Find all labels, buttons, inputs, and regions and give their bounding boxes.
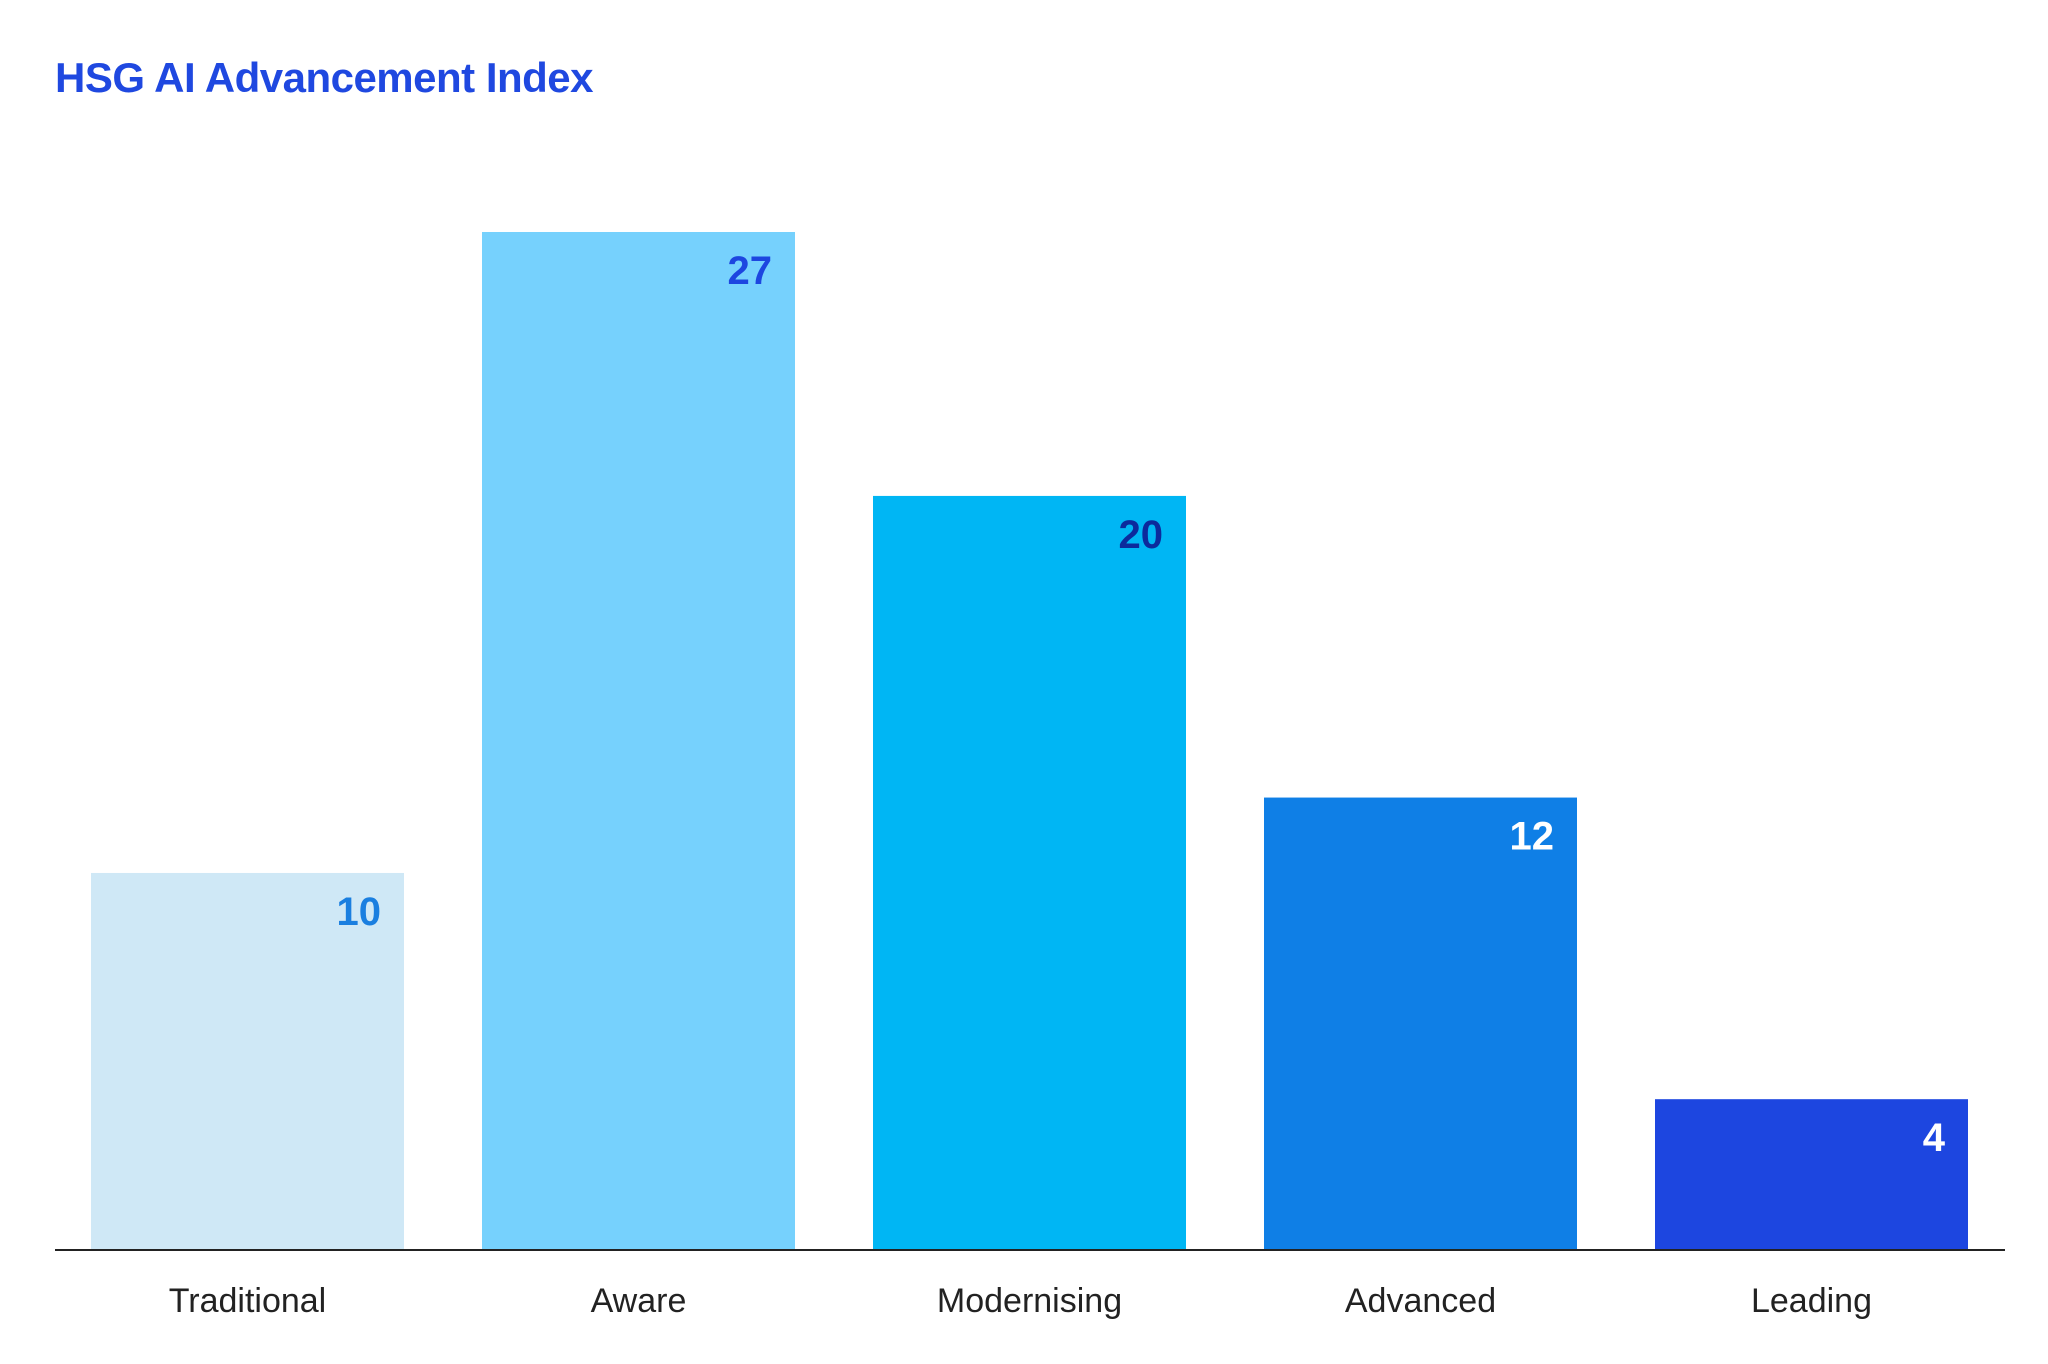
bars-group <box>91 232 1968 1251</box>
bar-leading <box>1655 1099 1968 1250</box>
value-label-advanced: 12 <box>1510 815 1555 859</box>
value-label-traditional: 10 <box>337 890 382 934</box>
category-label-traditional: Traditional <box>169 1282 326 1320</box>
category-label-modernising: Modernising <box>937 1282 1122 1320</box>
bar-traditional <box>91 872 404 1250</box>
value-label-leading: 4 <box>1923 1116 1946 1160</box>
bar-aware <box>482 232 795 1250</box>
labels-group: 10 Traditional 27 Aware 20 Modernising 12 Advan… <box>169 249 1946 1320</box>
category-label-leading: Leading <box>1751 1282 1872 1320</box>
bar-modernising <box>873 495 1186 1251</box>
value-label-aware: 27 <box>728 249 773 293</box>
value-label-modernising: 20 <box>1119 513 1164 557</box>
bar-advanced <box>1264 797 1577 1250</box>
category-label-aware: Aware <box>591 1282 687 1320</box>
chart-title: HSG AI Advancement Index <box>55 54 594 101</box>
category-label-advanced: Advanced <box>1345 1282 1496 1320</box>
